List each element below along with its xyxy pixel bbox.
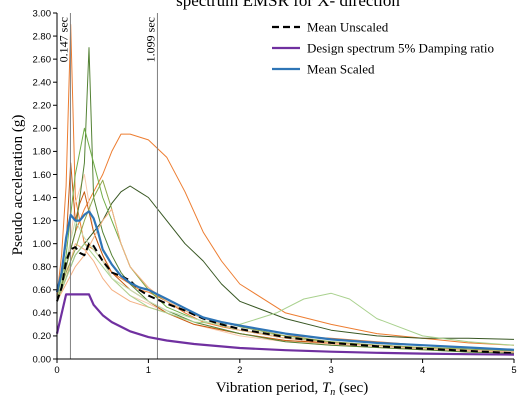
legend-label: Mean Scaled	[307, 62, 375, 77]
y-tick-label: 3.00	[33, 8, 52, 19]
record-line	[56, 185, 515, 340]
record-line	[56, 174, 515, 354]
x-axis-label-unit: (sec)	[335, 380, 368, 396]
y-tick-label: 0.80	[33, 262, 52, 273]
x-tick-label: 4	[420, 365, 425, 376]
legend-label: Design spectrum 5% Damping ratio	[307, 41, 494, 56]
summary-series	[55, 210, 515, 356]
x-tick-label: 0	[54, 365, 59, 376]
y-tick-label: 1.00	[33, 239, 52, 250]
y-tick-label: 2.20	[33, 101, 52, 112]
y-tick-label: 1.20	[33, 216, 52, 227]
axis-ticks: 0.00 0.20 0.40 0.60 0.80 1.00 1.20 1.40 1.60 1.80…	[33, 8, 517, 376]
period-annotation: 1.099 sec	[143, 17, 157, 62]
x-tick-label: 3	[329, 365, 334, 376]
x-tick-label: 1	[146, 365, 151, 376]
record-line	[56, 133, 515, 346]
legend: Mean Unscaled Design spectrum 5% Damping …	[264, 15, 508, 84]
y-tick-label: 2.60	[33, 54, 52, 65]
y-tick-label: 1.40	[33, 193, 52, 204]
x-axis-label-main: Vibration period,	[216, 380, 322, 396]
series-line	[55, 210, 515, 351]
y-tick-label: 1.80	[33, 147, 52, 158]
record-line	[56, 243, 515, 346]
legend-label: Mean Unscaled	[307, 20, 389, 35]
record-line	[56, 47, 515, 354]
record-line	[56, 179, 515, 352]
x-tick-label: 2	[237, 365, 242, 376]
chart-title: spectrum EMSR for X- direction	[176, 0, 400, 10]
x-tick-label: 5	[511, 365, 516, 376]
series-line	[55, 293, 515, 356]
y-tick-label: 0.00	[33, 354, 52, 365]
y-tick-label: 0.60	[33, 285, 52, 296]
x-axis-label-variable: T	[322, 380, 332, 396]
record-line	[56, 127, 515, 351]
y-tick-label: 2.00	[33, 124, 52, 135]
period-markers: 0.147 sec 1.099 sec	[56, 13, 158, 359]
legend-box	[264, 15, 508, 84]
y-tick-label: 1.60	[33, 170, 52, 181]
period-annotation: 0.147 sec	[56, 17, 70, 62]
y-tick-label: 2.80	[33, 31, 52, 42]
x-axis-label-subscript: n	[330, 387, 335, 396]
y-axis-label: Pseudo acceleration (g)	[10, 115, 26, 256]
x-axis-label: Vibration period, Tn (sec)	[216, 380, 368, 396]
y-tick-label: 2.40	[33, 78, 52, 89]
axes	[56, 13, 514, 360]
y-tick-label: 0.40	[33, 308, 52, 319]
y-tick-label: 0.20	[33, 331, 52, 342]
